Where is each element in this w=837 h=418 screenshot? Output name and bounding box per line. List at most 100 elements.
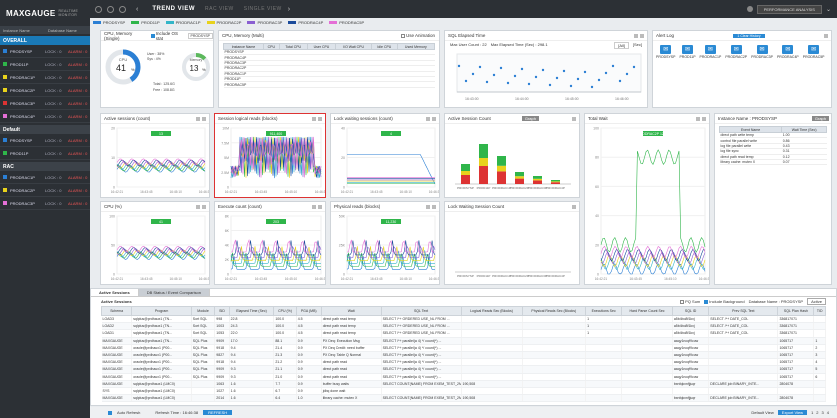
database-name-header[interactable]: Database Name (47, 27, 77, 33)
include-background-checkbox[interactable] (704, 299, 709, 304)
bar-chart-icon[interactable] (312, 116, 316, 121)
bar-segment[interactable] (497, 156, 506, 166)
series-line[interactable] (230, 255, 321, 270)
series-line[interactable] (116, 164, 206, 172)
series-line[interactable] (346, 250, 435, 264)
alert-item[interactable]: ✉ PRODRAC4P (777, 45, 799, 59)
table-header[interactable]: SQL Plan Hash (777, 306, 815, 316)
sql-point[interactable] (625, 72, 629, 76)
sql-point[interactable] (541, 68, 545, 72)
sidebar-instance-row[interactable]: PRODSYSP LOCK : 0 ALARM : 0 (0, 134, 90, 147)
table-row[interactable]: direct path write temp 1.00 (719, 132, 827, 139)
legend-item[interactable]: PRODRAC1P (165, 20, 201, 25)
sidebar-instance-row[interactable]: PRODRAC2P LOCK : 0 ALARM : 0 (0, 184, 90, 197)
series-line[interactable] (116, 162, 206, 169)
table-row[interactable]: PRODRAC4P (223, 54, 435, 61)
series-line[interactable] (230, 136, 322, 178)
page-link[interactable]: 2 (816, 410, 819, 415)
bar-chart-icon[interactable] (196, 204, 200, 209)
state-select[interactable]: Active (807, 298, 826, 305)
bar-segment[interactable] (497, 165, 506, 172)
series-line[interactable] (230, 252, 321, 267)
export-view-button[interactable]: Export View (777, 410, 808, 415)
pq-sum-checkbox[interactable] (680, 299, 685, 304)
sql-point[interactable] (548, 83, 552, 87)
bar-segment[interactable] (461, 171, 470, 175)
menu-chevron-icon[interactable]: ⌄ (825, 6, 831, 13)
table-header[interactable]: Hard Parse Count Sec (621, 306, 673, 316)
maximize-icon[interactable] (432, 116, 436, 121)
zoom-icon[interactable] (634, 33, 638, 38)
sql-point[interactable] (534, 75, 538, 79)
sidebar-instance-row[interactable]: PRODRAC1P LOCK : 0 ALARM : 0 (0, 171, 90, 184)
table-header[interactable]: Executions Sec (585, 306, 623, 316)
alert-item[interactable]: ✉ PRODRAC5P (803, 45, 825, 59)
prev-icon[interactable]: ‹ (136, 5, 139, 13)
wait-time-header[interactable]: Wait Time (Sec) (781, 126, 827, 133)
table-header[interactable]: Wait (320, 306, 382, 316)
table-row[interactable]: MAXGAUGE sqlplus@prdhaux1 (LMC0) 1063 1.6 7.… (101, 380, 826, 388)
table-row[interactable]: PRODRAC2P (223, 65, 435, 72)
include-os-checkbox[interactable] (150, 33, 155, 38)
sql-point[interactable] (457, 64, 461, 68)
sql-point[interactable] (590, 85, 594, 89)
table-header[interactable]: SQL ID (671, 306, 710, 316)
series-line[interactable] (230, 239, 321, 253)
sidebar-group-default[interactable]: Default (0, 125, 90, 134)
series-line[interactable] (231, 246, 322, 262)
series-line[interactable] (600, 149, 706, 253)
sql-point[interactable] (464, 79, 468, 83)
refresh-icon[interactable] (107, 5, 114, 13)
logical-reads-panel[interactable]: Session logical reads (blocks) 10M 7.5M 5M… (214, 113, 326, 198)
sql-point[interactable] (597, 78, 601, 82)
table-header[interactable]: Prev SQL Text (708, 306, 779, 316)
maximize-icon[interactable] (202, 116, 206, 121)
table-header[interactable]: TID (813, 306, 826, 316)
bar-segment[interactable] (533, 176, 542, 179)
bar-segment[interactable] (551, 181, 560, 183)
bar-segment[interactable] (515, 172, 524, 177)
page-link[interactable]: 3 (821, 410, 824, 415)
next-icon[interactable]: › (287, 5, 291, 13)
table-header[interactable]: Logical Reads Sec (Blocks) (460, 306, 523, 316)
maximize-icon[interactable] (318, 116, 322, 121)
maximize-icon[interactable] (202, 204, 206, 209)
sidebar-instance-row[interactable]: PRODRAC2P LOCK : 0 ALARM : 0 (0, 84, 90, 97)
series-line[interactable] (230, 136, 322, 178)
sql-point[interactable] (632, 65, 636, 69)
alert-item[interactable]: ✉ PRODSYSP (656, 45, 675, 59)
sql-point[interactable] (478, 65, 482, 69)
series-line[interactable] (116, 252, 206, 259)
table-row[interactable]: MAXGAUGE oracle@prdhaux1 (P00... SQL Plus 9… (101, 344, 826, 352)
sidebar-instance-row[interactable]: PROD11P LOCK : 0 ALARM : 0 (0, 58, 90, 71)
sql-point[interactable] (492, 73, 496, 77)
refresh-button[interactable]: REFRESH (203, 410, 233, 415)
bar-segment[interactable] (479, 158, 488, 166)
table-row[interactable]: PRODSYSP (223, 49, 435, 56)
series-line[interactable] (230, 250, 321, 264)
sql-point[interactable] (611, 64, 615, 68)
sql-point[interactable] (506, 81, 510, 85)
bar-chart-icon[interactable] (426, 204, 430, 209)
table-row[interactable]: log file sync 0.31 (719, 148, 827, 155)
maximize-icon[interactable] (702, 116, 706, 121)
table-row[interactable]: log file parallel write 0.43 (719, 143, 827, 150)
sql-point[interactable] (555, 76, 559, 80)
table-row[interactable]: LOAD2 sqlplus@prdhaux1 (TN... Sort SQL 1003… (101, 322, 826, 331)
bar-segment[interactable] (551, 182, 560, 184)
legend-item[interactable]: PRODRAC3P (247, 20, 282, 25)
series-line[interactable] (347, 244, 436, 259)
table-header[interactable]: SQL Text (380, 306, 462, 316)
maximize-icon[interactable] (640, 33, 644, 38)
page-link[interactable]: 1 (811, 410, 814, 415)
instance-name-header[interactable]: Instance Name (3, 27, 30, 33)
legend-item[interactable]: PRODSYSP (93, 20, 125, 25)
event-name-header[interactable]: Event Name (718, 126, 783, 133)
bar-chart-icon[interactable] (696, 116, 700, 121)
table-row[interactable]: LOAD1 sqlplus@prdhaux1 (TN... Sort SQL 1053… (101, 329, 826, 338)
tab-db-status[interactable]: DB Status / Event Comparison (138, 289, 210, 296)
bar-segment[interactable] (461, 164, 470, 171)
single-view-tab[interactable]: SINGLE VIEW (243, 6, 282, 12)
trend-view-tab[interactable]: TREND VIEW (152, 6, 196, 12)
table-row[interactable]: library cache: mutex X 0.07 (719, 159, 827, 166)
